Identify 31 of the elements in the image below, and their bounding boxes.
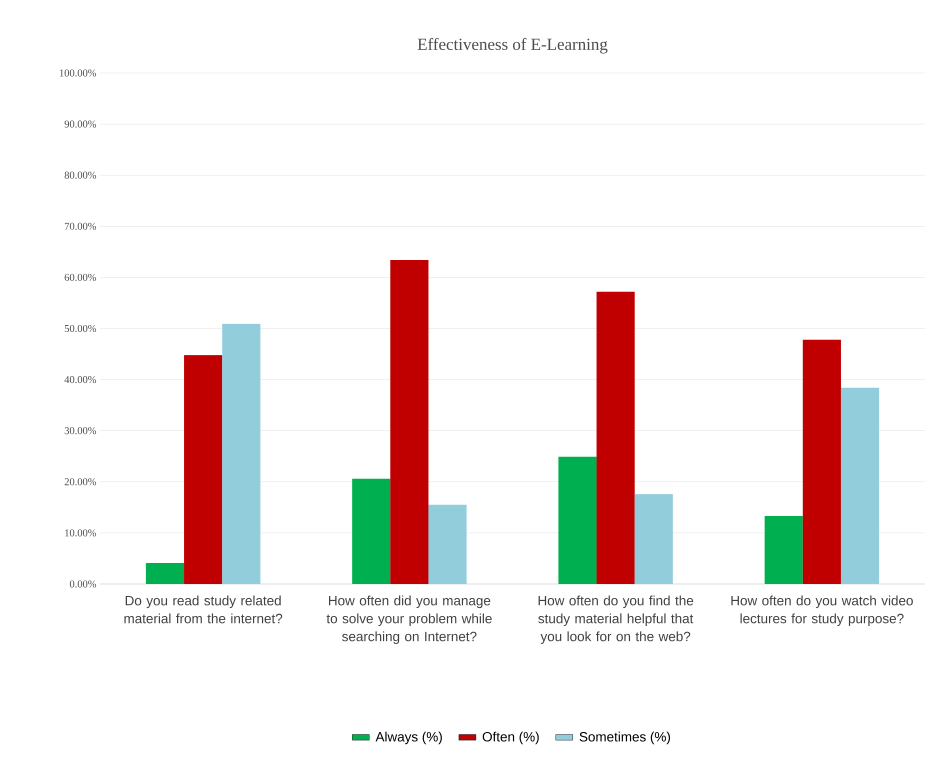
bar bbox=[184, 355, 222, 584]
y-tick-label: 30.00% bbox=[64, 427, 96, 434]
bar bbox=[146, 563, 184, 584]
y-tick-label: 70.00% bbox=[64, 222, 96, 230]
legend-label: Often (%) bbox=[482, 732, 539, 744]
bar bbox=[802, 340, 841, 584]
bar bbox=[764, 516, 803, 584]
y-tick-label: 20.00% bbox=[64, 478, 96, 486]
bar bbox=[634, 494, 673, 584]
x-tick-label: How often do you find the study material helpful that you look for on the web? bbox=[538, 596, 694, 644]
bar bbox=[352, 478, 390, 584]
y-tick-label: 100.00% bbox=[60, 69, 96, 77]
bar bbox=[596, 292, 635, 584]
chart-title: Effectiveness of E-Learning bbox=[418, 38, 608, 54]
bar bbox=[390, 260, 428, 584]
x-tick-label: How often did you manage to solve your problem while searching on Internet? bbox=[326, 596, 492, 644]
bar bbox=[428, 504, 467, 584]
y-tick-label: 40.00% bbox=[64, 376, 96, 384]
bar bbox=[222, 324, 260, 584]
y-tick-label: 10.00% bbox=[65, 529, 96, 536]
y-tick-label: 60.00% bbox=[64, 274, 96, 281]
y-tick-label: 80.00% bbox=[64, 172, 96, 179]
legend-label: Always (%) bbox=[376, 732, 442, 744]
legend-label: Sometimes (%) bbox=[580, 732, 670, 744]
y-tick-label: 90.00% bbox=[64, 120, 96, 128]
bar bbox=[840, 388, 880, 584]
bar bbox=[558, 456, 597, 584]
x-tick-label: Do you read study related material from the internet? bbox=[124, 596, 282, 624]
y-tick-label: 50.00% bbox=[64, 324, 96, 332]
x-tick-label: How often do you watch video lectures for study purpose? bbox=[731, 596, 913, 626]
y-tick-label: 0.00% bbox=[70, 580, 96, 588]
